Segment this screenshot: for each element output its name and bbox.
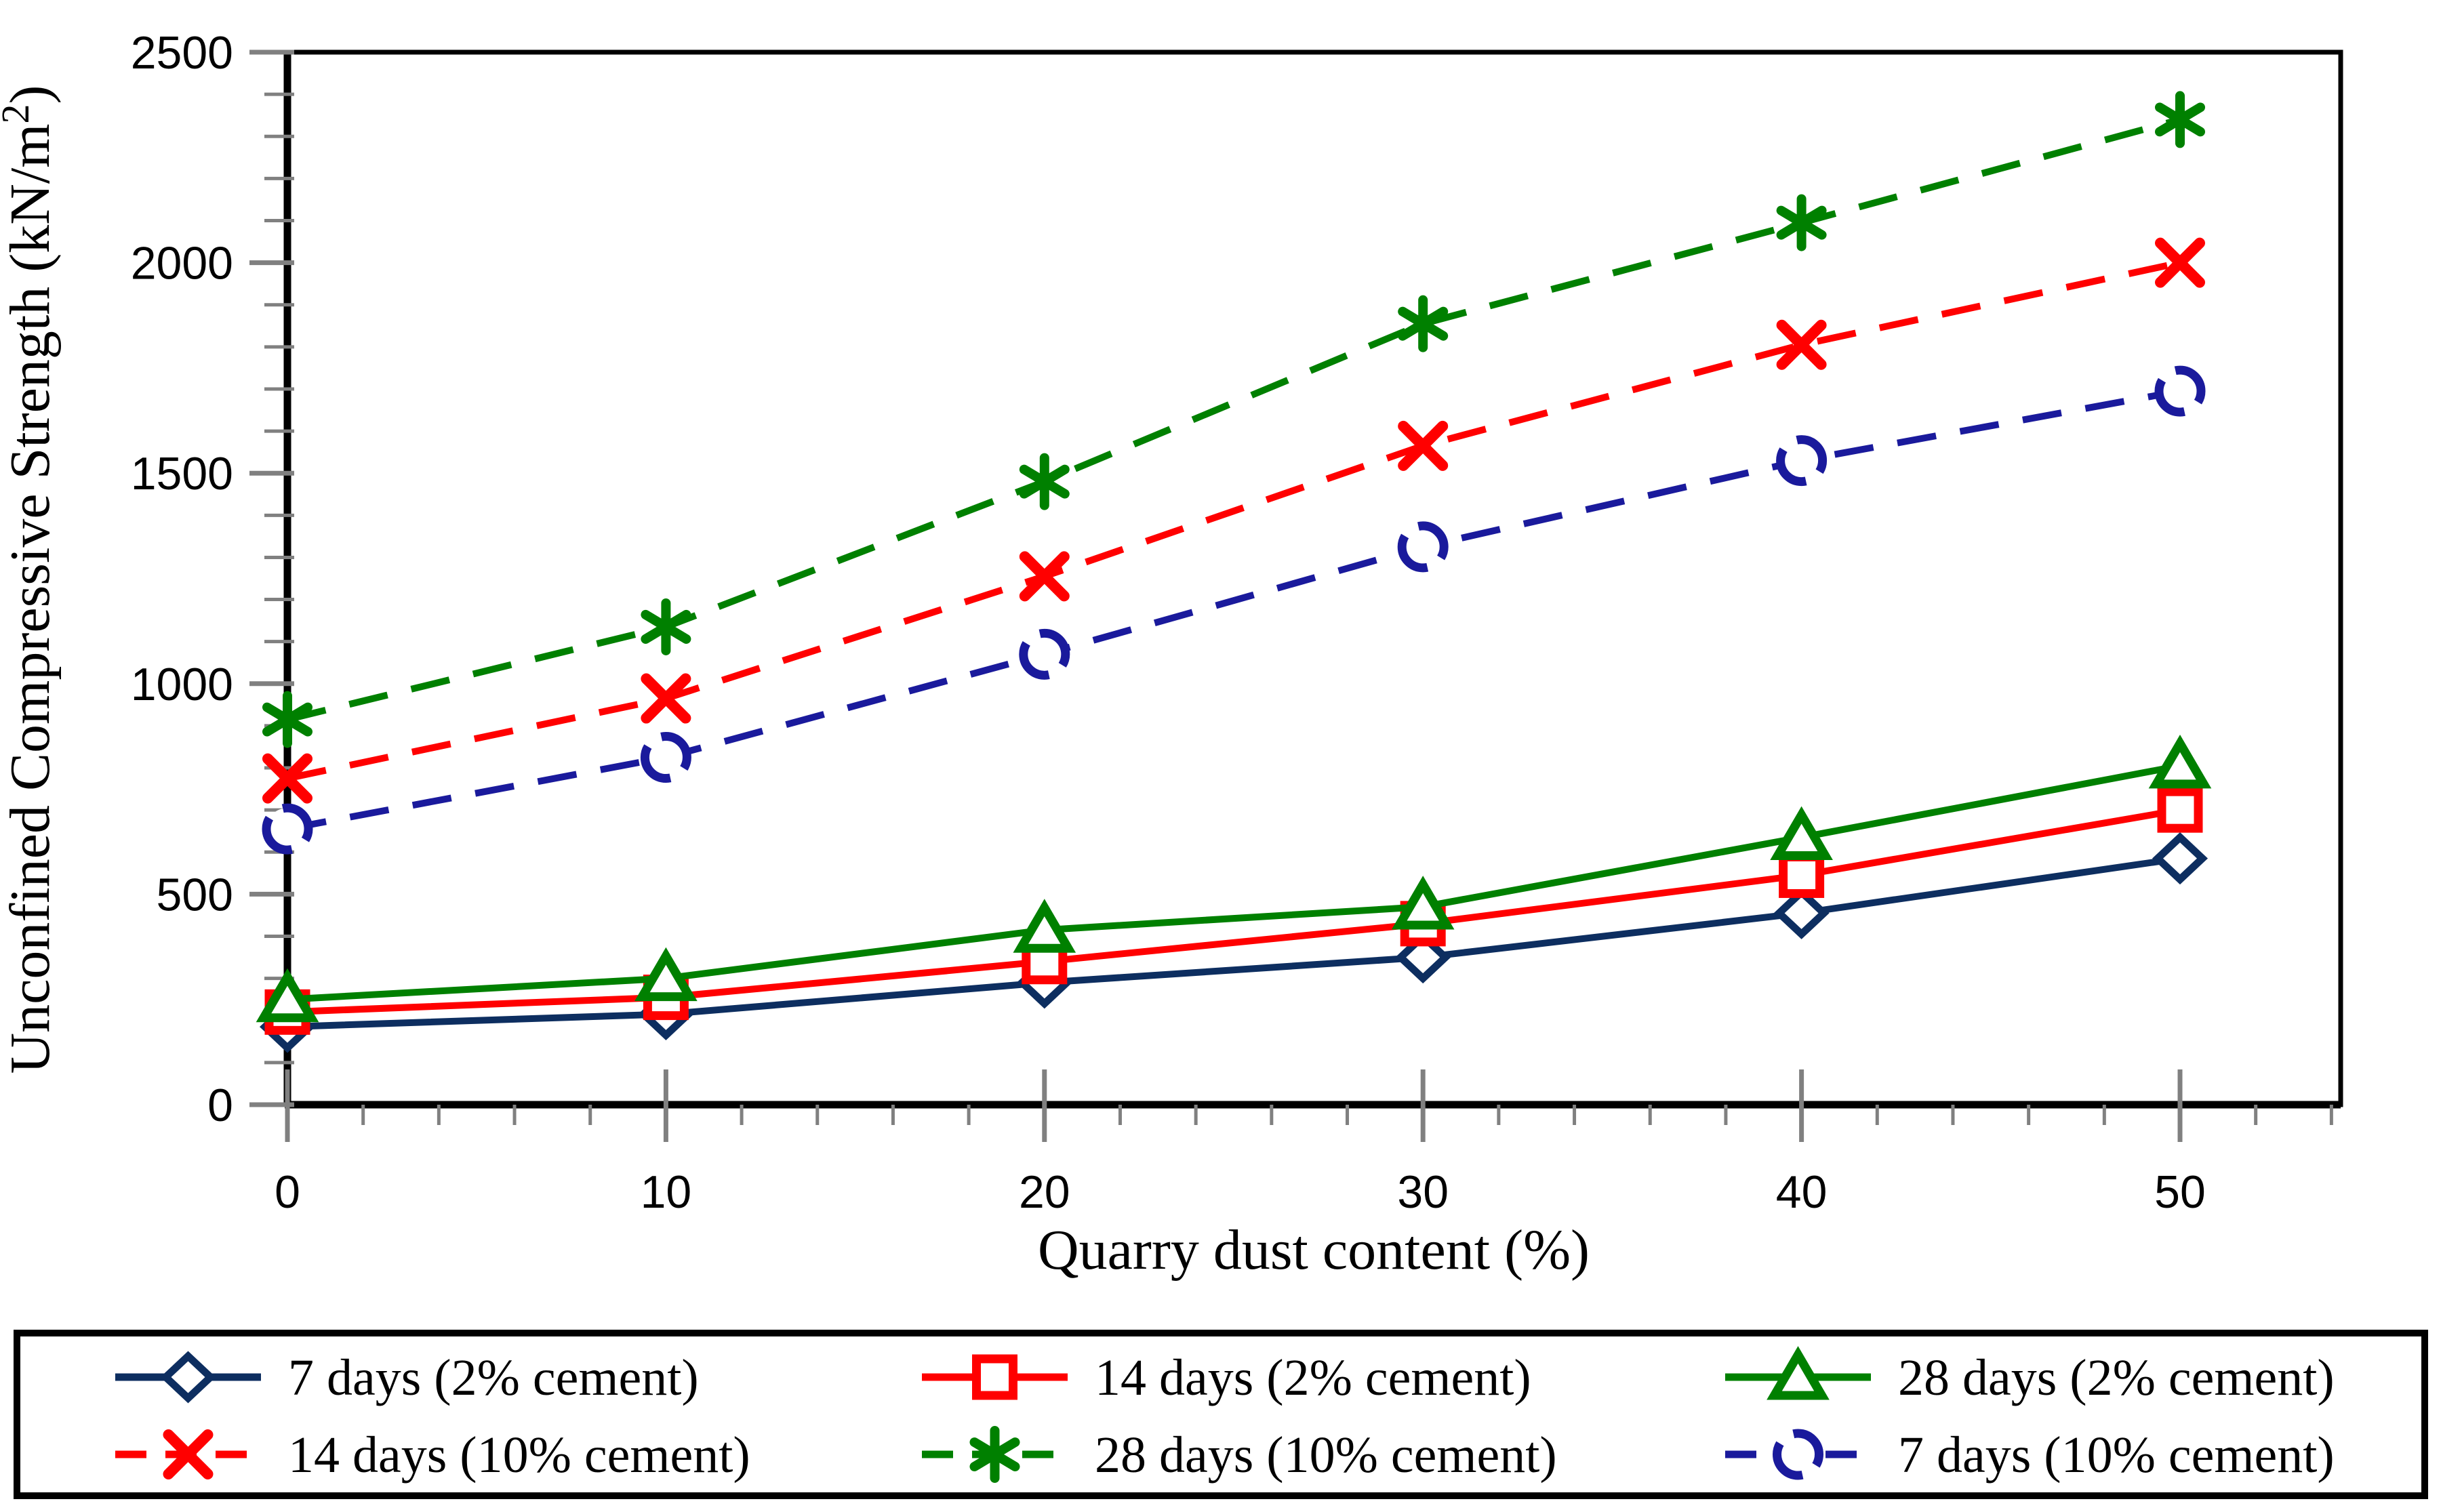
circle-marker (2154, 365, 2206, 417)
y-tick-label: 0 (207, 1080, 233, 1131)
y-tick-label: 2000 (131, 238, 233, 289)
x-marker (1019, 551, 1070, 602)
diamond-marker (1773, 886, 1830, 939)
y-tick-label: 1000 (131, 659, 233, 710)
series-line (287, 762, 2181, 1003)
series-line (286, 259, 2181, 782)
x-tick-label: 10 (641, 1166, 692, 1218)
square-marker (1779, 852, 1825, 898)
y-axis-tick-labels: 0 500 1000 1500 2000 2500 (131, 27, 233, 1131)
series-14-days-2-cement- (264, 787, 2203, 1035)
circle-marker (1776, 435, 1828, 487)
legend-items: 7 days (2% cement) 14 days (2% cement) 28 … (115, 1346, 2335, 1484)
asterisk-marker (1019, 453, 1070, 510)
asterisk-marker (262, 691, 312, 748)
diamond-marker (160, 1351, 216, 1404)
series-line (287, 388, 2181, 833)
series-28-days-2-cement- (256, 735, 2212, 1023)
series-line (286, 116, 2181, 723)
x-tick-label: 20 (1019, 1166, 1070, 1218)
y-tick-label: 500 (157, 869, 233, 920)
legend-border (14, 1330, 2428, 1499)
circle-marker (1773, 1429, 1823, 1480)
circle-marker (1019, 628, 1070, 680)
y-tick-label: 1500 (131, 448, 233, 499)
x-tick-label: 50 (2154, 1166, 2206, 1218)
x-tick-label: 40 (1776, 1166, 1828, 1218)
legend-item-label: 28 days (10% cement) (1095, 1427, 1557, 1484)
legend-item: 28 days (2% cement) (1725, 1346, 2335, 1406)
x-marker (2155, 237, 2205, 288)
asterisk-marker (1398, 295, 1449, 352)
triangle-marker (1391, 876, 1455, 930)
x-marker (163, 1429, 214, 1479)
legend-item: 14 days (10% cement) (115, 1427, 750, 1484)
series-layer (256, 91, 2212, 1053)
square-marker (2157, 787, 2203, 833)
triangle-marker (2148, 735, 2212, 789)
asterisk-marker (1776, 194, 1827, 251)
legend-item-label: 28 days (2% cement) (1898, 1349, 2335, 1406)
series-line (287, 806, 2181, 1016)
x-axis-tick-labels: 0 10 20 30 40 50 (275, 1166, 2206, 1218)
x-tick-label: 0 (275, 1166, 300, 1218)
series-28-days-10-cement- (262, 91, 2205, 748)
square-marker (972, 1354, 1017, 1400)
y-tick-label: 2500 (131, 27, 233, 79)
triangle-marker (256, 968, 319, 1023)
x-axis-title: Quarry dust content (%) (1038, 1219, 1590, 1282)
diamond-marker (2152, 832, 2208, 885)
legend-item-label: 14 days (2% cement) (1095, 1349, 1531, 1406)
legend-item: 7 days (10% cement) (1725, 1427, 2335, 1484)
circle-marker (640, 732, 691, 783)
triangle-marker (1767, 1346, 1830, 1400)
circle-marker (1397, 521, 1449, 573)
triangle-marker (1770, 806, 1833, 861)
asterisk-marker (2155, 91, 2205, 148)
y-axis-title: Unconfined Compressive Strength (kN/m2) (0, 85, 62, 1074)
legend-item: 7 days (2% cement) (115, 1349, 699, 1406)
x-marker (1398, 420, 1449, 471)
triangle-marker (1013, 899, 1076, 953)
legend-item-label: 7 days (10% cement) (1898, 1427, 2335, 1484)
asterisk-marker (969, 1426, 1020, 1483)
asterisk-marker (641, 598, 691, 655)
triangle-marker (634, 947, 698, 1002)
series-line (287, 855, 2181, 1031)
series-14-days-10-cement- (262, 237, 2205, 804)
x-marker (262, 753, 312, 804)
x-marker (1776, 319, 1827, 370)
x-tick-label: 30 (1397, 1166, 1449, 1218)
legend-item-label: 7 days (2% cement) (288, 1349, 699, 1406)
legend: 7 days (2% cement) 14 days (2% cement) 28 … (14, 1330, 2428, 1499)
x-marker (641, 673, 691, 724)
x-axis-ticks (285, 1069, 2333, 1142)
legend-item: 28 days (10% cement) (922, 1426, 1557, 1484)
series-7-days-10-cement- (262, 365, 2206, 855)
legend-item: 14 days (2% cement) (922, 1349, 1531, 1406)
plot-area (283, 49, 2343, 1109)
circle-marker (262, 803, 313, 855)
legend-item-label: 14 days (10% cement) (288, 1427, 750, 1484)
